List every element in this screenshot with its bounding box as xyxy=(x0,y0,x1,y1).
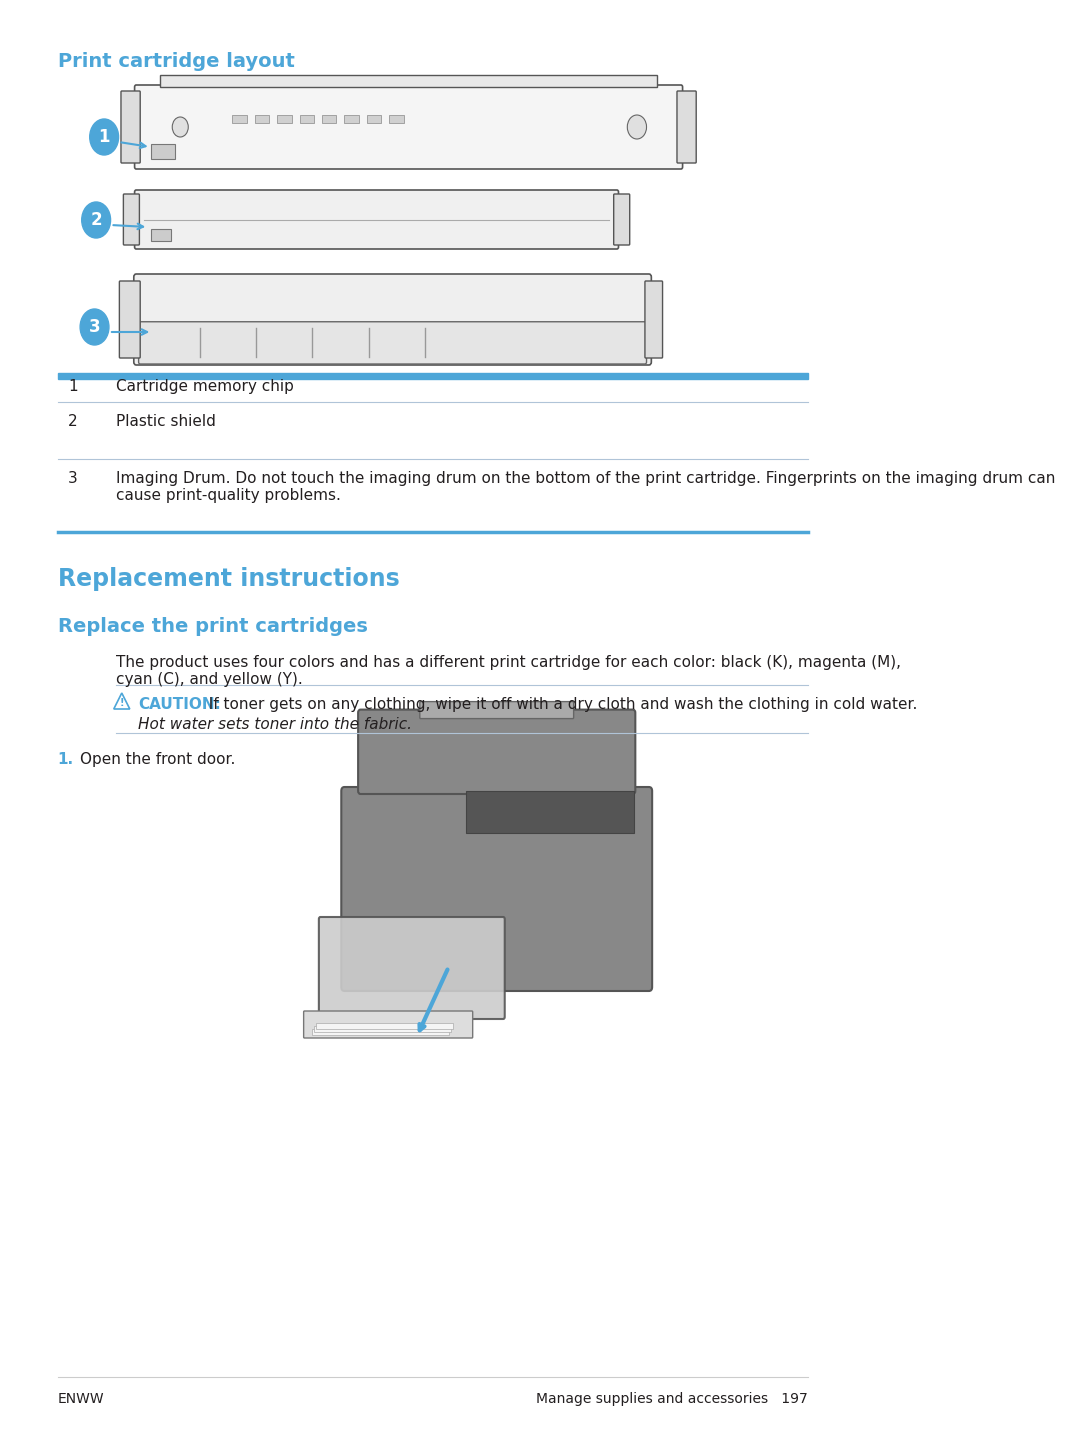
Text: 1: 1 xyxy=(98,128,110,147)
Text: Manage supplies and accessories   197: Manage supplies and accessories 197 xyxy=(536,1392,808,1405)
Bar xyxy=(150,144,175,160)
FancyBboxPatch shape xyxy=(319,917,504,1019)
Text: If toner gets on any clothing, wipe it off with a dry cloth and wash the clothin: If toner gets on any clothing, wipe it o… xyxy=(199,697,917,711)
FancyBboxPatch shape xyxy=(123,194,139,244)
Text: !: ! xyxy=(120,698,124,708)
Text: Hot water sets toner into the fabric.: Hot water sets toner into the fabric. xyxy=(138,717,411,731)
Text: 1.: 1. xyxy=(57,752,73,767)
Text: 3: 3 xyxy=(68,471,78,486)
Text: 1: 1 xyxy=(68,379,78,394)
Bar xyxy=(278,115,292,124)
FancyBboxPatch shape xyxy=(135,85,683,170)
FancyBboxPatch shape xyxy=(134,274,651,365)
Bar xyxy=(314,1026,451,1032)
Text: Print cartridge layout: Print cartridge layout xyxy=(57,52,295,70)
Text: The product uses four colors and has a different print cartridge for each color:: The product uses four colors and has a d… xyxy=(117,655,901,687)
FancyBboxPatch shape xyxy=(121,91,140,162)
FancyBboxPatch shape xyxy=(135,190,619,249)
FancyBboxPatch shape xyxy=(303,1012,473,1038)
Bar xyxy=(315,1023,453,1029)
Bar xyxy=(312,1029,449,1035)
FancyBboxPatch shape xyxy=(341,787,652,992)
FancyBboxPatch shape xyxy=(420,701,573,718)
Bar xyxy=(390,115,404,124)
Circle shape xyxy=(82,203,110,239)
Bar xyxy=(160,75,657,88)
Circle shape xyxy=(90,119,119,155)
Text: 3: 3 xyxy=(89,318,100,336)
Bar xyxy=(345,115,359,124)
Text: CAUTION:: CAUTION: xyxy=(138,697,220,711)
Text: Plastic shield: Plastic shield xyxy=(117,414,216,430)
FancyBboxPatch shape xyxy=(359,710,635,795)
FancyBboxPatch shape xyxy=(645,282,662,358)
Circle shape xyxy=(172,116,188,137)
FancyBboxPatch shape xyxy=(613,194,630,244)
Bar xyxy=(150,228,171,241)
Bar xyxy=(322,115,337,124)
FancyBboxPatch shape xyxy=(138,322,647,364)
Text: Open the front door.: Open the front door. xyxy=(80,752,235,767)
Bar xyxy=(255,115,269,124)
Circle shape xyxy=(80,309,109,345)
Text: 2: 2 xyxy=(68,414,78,430)
Circle shape xyxy=(627,115,647,139)
Text: ENWW: ENWW xyxy=(57,1392,105,1405)
Text: Replacement instructions: Replacement instructions xyxy=(57,568,400,591)
Text: Imaging Drum. Do not touch the imaging drum on the bottom of the print cartridge: Imaging Drum. Do not touch the imaging d… xyxy=(117,471,1055,503)
Text: 2: 2 xyxy=(91,211,102,228)
Bar xyxy=(367,115,381,124)
Bar xyxy=(232,115,246,124)
Text: Replace the print cartridges: Replace the print cartridges xyxy=(57,616,367,637)
Text: Cartridge memory chip: Cartridge memory chip xyxy=(117,379,294,394)
FancyBboxPatch shape xyxy=(677,91,697,162)
Bar xyxy=(467,790,634,833)
Bar xyxy=(57,374,808,379)
FancyBboxPatch shape xyxy=(120,282,140,358)
Bar xyxy=(299,115,314,124)
